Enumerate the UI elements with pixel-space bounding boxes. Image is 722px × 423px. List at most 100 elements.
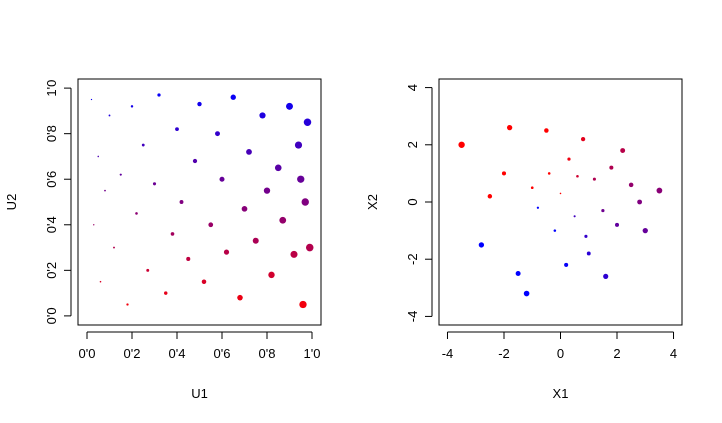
right-data-point: [523, 290, 530, 297]
right-data-point: [615, 222, 620, 227]
right-data-point: [584, 234, 588, 238]
right-data-point: [576, 174, 579, 178]
left-data-point: [299, 300, 307, 309]
left-y-tick-label: 0'2: [44, 262, 59, 279]
right-y-axis-label: X2: [365, 194, 380, 210]
left-data-point: [246, 148, 252, 155]
left-data-point: [119, 173, 122, 176]
right-data-point: [553, 229, 557, 232]
left-data-point: [259, 112, 266, 119]
left-data-point: [297, 175, 305, 183]
left-data-point: [108, 114, 111, 117]
left-data-point: [230, 94, 236, 100]
left-data-point: [197, 101, 202, 107]
left-data-point: [93, 224, 95, 226]
left-y-tick-label: 0'4: [44, 216, 59, 233]
right-y-tick-label: 2: [405, 141, 420, 148]
left-x-tick-label: 0'8: [259, 346, 276, 361]
right-points-layer: [458, 124, 663, 297]
left-data-point: [170, 232, 175, 236]
left-plot-frame: [77, 78, 322, 326]
left-data-point: [126, 303, 129, 306]
left-data-point: [113, 246, 115, 249]
left-x-tick-label: 0'6: [214, 346, 231, 361]
left-data-point: [305, 243, 314, 252]
left-data-point: [90, 98, 93, 101]
right-x-axis: -4 -2 0 2 4: [442, 331, 677, 361]
left-data-point: [135, 212, 138, 215]
left-data-point: [219, 176, 225, 182]
right-data-point: [530, 186, 534, 190]
right-data-point: [601, 208, 605, 213]
left-x-tick-label: 0'4: [169, 346, 186, 361]
left-points-layer: [90, 93, 314, 309]
left-data-point: [241, 205, 248, 212]
left-y-tick-label: 1'0: [44, 80, 59, 97]
right-data-point: [573, 215, 576, 218]
left-data-point: [157, 93, 161, 97]
left-data-point: [286, 102, 293, 110]
left-data-point: [303, 118, 312, 127]
right-data-point: [478, 242, 485, 248]
right-data-point: [501, 171, 507, 176]
left-data-point: [164, 291, 168, 295]
right-x-tick-label: 2: [613, 346, 620, 361]
right-data-point: [628, 182, 634, 188]
right-data-point: [586, 251, 591, 256]
right-data-point: [506, 124, 513, 131]
left-data-point: [141, 143, 145, 147]
left-x-tick-label: 0'0: [79, 346, 96, 361]
left-data-point: [175, 127, 179, 131]
right-data-point: [487, 194, 493, 199]
left-y-tick-label: 0'6: [44, 171, 59, 188]
right-data-point: [609, 165, 614, 170]
left-data-point: [301, 198, 309, 206]
right-data-point: [547, 172, 551, 175]
left-data-point: [99, 280, 102, 283]
left-data-point: [252, 237, 259, 244]
right-y-tick-label: 4: [405, 84, 420, 91]
left-y-axis: 0'0 0'2 0'4 0'6 0'8 1'0: [44, 80, 72, 324]
left-x-tick-label: 1'0: [304, 346, 321, 361]
right-data-point: [559, 192, 562, 195]
left-data-point: [215, 131, 220, 137]
left-y-tick-label: 0'0: [44, 307, 59, 324]
left-x-axis-label: U1: [191, 386, 208, 401]
left-data-point: [268, 271, 275, 279]
left-x-axis: 0'0 0'2 0'4 0'6 0'8 1'0: [79, 331, 321, 361]
right-y-tick-label: 0: [405, 198, 420, 205]
right-x-axis-label: X1: [553, 386, 569, 401]
left-data-point: [279, 216, 287, 224]
left-data-point: [223, 249, 230, 255]
left-data-point: [192, 158, 198, 164]
left-data-point: [104, 189, 106, 192]
left-y-tick-label: 0'8: [44, 125, 59, 142]
right-data-point: [637, 199, 643, 205]
left-y-axis-label: U2: [4, 194, 19, 211]
left-data-point: [130, 105, 134, 108]
left-data-point: [263, 187, 271, 194]
left-data-point: [294, 141, 303, 149]
right-y-tick-label: -4: [405, 311, 420, 323]
right-x-tick-label: 4: [670, 346, 677, 361]
right-data-point: [656, 187, 663, 194]
left-data-point: [208, 222, 214, 228]
right-data-point: [592, 177, 596, 181]
left-data-point: [152, 182, 157, 186]
left-data-point: [146, 268, 150, 272]
scatter-panel-x1-x2: -4 -2 0 2 4 -4 -2 0 2 4 X1 X2: [365, 78, 683, 401]
right-data-point: [544, 128, 549, 133]
right-x-tick-label: 0: [557, 346, 564, 361]
right-plot-frame: [438, 78, 683, 326]
left-data-point: [179, 200, 184, 204]
right-data-point: [603, 273, 609, 279]
scatter-panel-u1-u2: 0'0 0'2 0'4 0'6 0'8 1'0 0'0 0'2 0'4 0'6 0'8 1'0 U1…: [4, 78, 322, 401]
right-data-point: [580, 136, 586, 142]
right-data-point: [458, 141, 465, 148]
right-y-axis: -4 -2 0 2 4: [405, 84, 433, 323]
right-y-tick-label: -2: [405, 253, 420, 265]
left-data-point: [201, 279, 207, 284]
right-x-tick-label: -2: [498, 346, 510, 361]
left-x-tick-label: 0'2: [124, 346, 141, 361]
